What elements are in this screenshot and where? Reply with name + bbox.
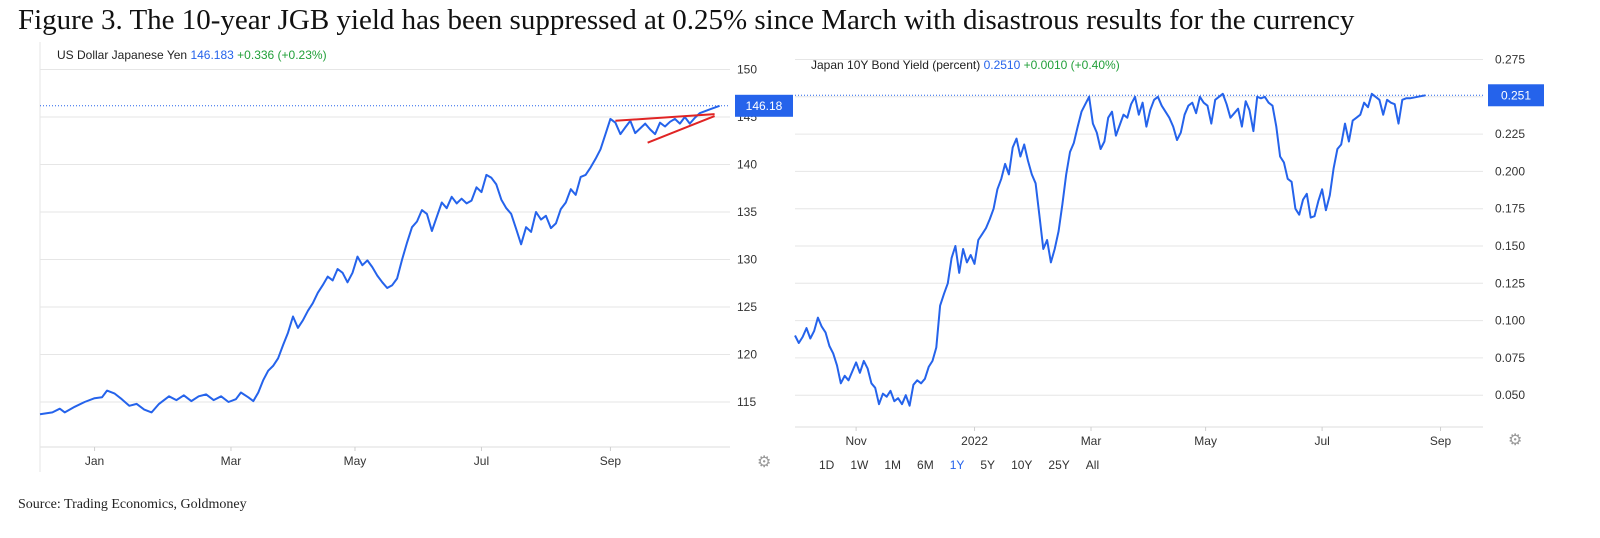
x-tick-label: Mar bbox=[221, 454, 242, 468]
x-tick-label: Sep bbox=[1430, 434, 1452, 448]
instrument-price: 146.183 bbox=[190, 48, 234, 62]
range-6m[interactable]: 6M bbox=[917, 458, 934, 472]
source-note: Source: Trading Economics, Goldmoney bbox=[18, 497, 247, 512]
range-1w[interactable]: 1W bbox=[850, 458, 869, 472]
x-tick-label: Mar bbox=[1081, 434, 1102, 448]
badge-background bbox=[735, 94, 793, 117]
instrument-price: 0.2510 bbox=[983, 58, 1021, 72]
x-tick-label: Jul bbox=[1314, 434, 1329, 448]
y-tick-label: 150 bbox=[737, 63, 757, 77]
y-tick-label: 130 bbox=[737, 253, 757, 267]
trend-annotation bbox=[615, 113, 715, 122]
badge-background bbox=[1488, 84, 1544, 107]
range-1m[interactable]: 1M bbox=[884, 458, 902, 472]
range-5y[interactable]: 5Y bbox=[980, 458, 996, 472]
y-tick-label: 135 bbox=[737, 205, 757, 219]
last-value-badge: 0.251 bbox=[1488, 84, 1544, 107]
y-tick-label: 0.225 bbox=[1495, 127, 1525, 141]
y-tick-label: 0.275 bbox=[1495, 52, 1525, 66]
range-1y[interactable]: 1Y bbox=[949, 458, 965, 472]
jgb-chart-panel: 0.050 0.075 0.100 0.125 0.150 0.175 0.200 0.225… bbox=[793, 42, 1593, 482]
x-tick-label: Jul bbox=[474, 454, 489, 468]
badge-value: 146.18 bbox=[746, 99, 783, 113]
range-25y[interactable]: 25Y bbox=[1048, 458, 1070, 472]
instrument-name: US Dollar Japanese Yen bbox=[57, 48, 188, 62]
y-tick-label: 0.100 bbox=[1495, 314, 1525, 328]
range-1d[interactable]: 1D bbox=[819, 458, 835, 472]
y-tick-label: 0.150 bbox=[1495, 239, 1525, 253]
time-range-selector: 1D 1W 1M 6M 1Y 5Y 10Y 25Y All bbox=[811, 458, 1107, 472]
y-tick-label: 0.200 bbox=[1495, 164, 1525, 178]
last-value-badge: 146.18 bbox=[735, 94, 793, 117]
x-tick-label: 2022 bbox=[961, 434, 988, 448]
y-tick-label: 0.175 bbox=[1495, 202, 1525, 216]
usdjpy-chart-panel: 115 120 125 130 135 140 145 150 Jan Mar May Jul Sep 1… bbox=[37, 42, 797, 482]
y-tick-label: 0.075 bbox=[1495, 351, 1525, 365]
y-tick-label: 125 bbox=[737, 300, 757, 314]
gear-icon[interactable]: ⚙ bbox=[1508, 432, 1523, 449]
gear-icon[interactable]: ⚙ bbox=[757, 454, 772, 471]
range-all[interactable]: All bbox=[1085, 458, 1100, 472]
y-tick-label: 115 bbox=[737, 395, 756, 409]
y-tick-label: 140 bbox=[737, 158, 757, 172]
usdjpy-header: US Dollar Japanese Yen 146.183 +0.336 (+… bbox=[57, 48, 327, 62]
instrument-change: +0.0010 (+0.40%) bbox=[1023, 58, 1120, 72]
price-line bbox=[794, 92, 1426, 407]
x-tick-label: Sep bbox=[600, 454, 622, 468]
x-tick-label: Nov bbox=[845, 434, 866, 448]
figure-title: Figure 3. The 10-year JGB yield has been… bbox=[18, 4, 1355, 36]
x-tick-label: May bbox=[344, 454, 367, 468]
instrument-change: +0.336 (+0.23%) bbox=[237, 48, 327, 62]
trend-annotation bbox=[647, 115, 715, 144]
range-10y[interactable]: 10Y bbox=[1011, 458, 1033, 472]
y-tick-label: 120 bbox=[737, 348, 757, 362]
badge-value: 0.251 bbox=[1501, 88, 1531, 102]
instrument-name: Japan 10Y Bond Yield (percent) bbox=[811, 58, 981, 72]
y-tick-label: 0.050 bbox=[1495, 388, 1525, 402]
y-tick-label: 0.125 bbox=[1495, 276, 1525, 290]
jgb-yield-chart[interactable]: 0.050 0.075 0.100 0.125 0.150 0.175 0.200 0.225… bbox=[793, 42, 1593, 482]
jgb-header: Japan 10Y Bond Yield (percent) 0.2510 +0… bbox=[811, 58, 1120, 72]
price-line bbox=[39, 104, 720, 416]
x-tick-label: May bbox=[1194, 434, 1217, 448]
x-tick-label: Jan bbox=[85, 454, 104, 468]
